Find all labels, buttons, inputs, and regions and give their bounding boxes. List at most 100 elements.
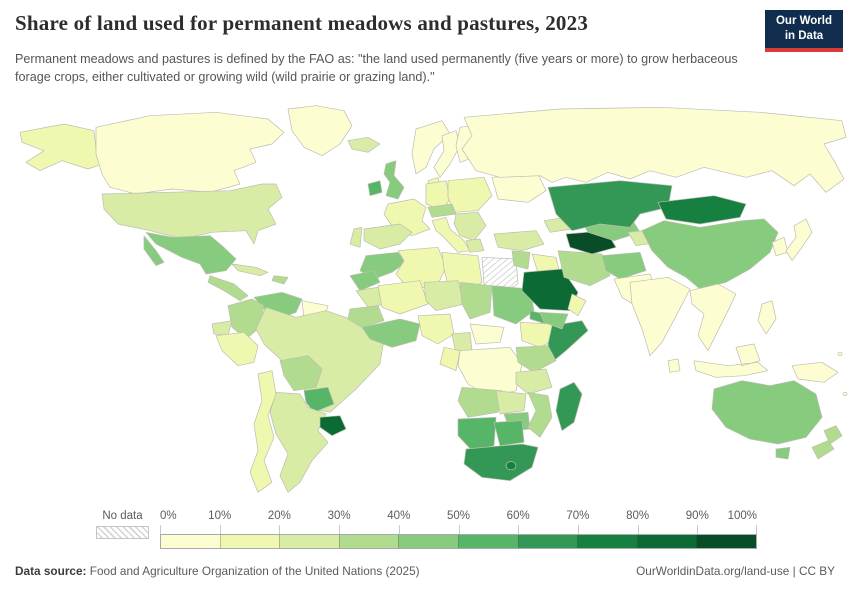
country-greenland[interactable] [288,106,352,156]
legend-bin-80-90%[interactable] [636,535,697,548]
country-australia[interactable] [712,381,822,444]
country-ireland[interactable] [368,181,382,196]
country-western-sahara[interactable] [350,271,380,291]
country-tanzania[interactable] [516,369,552,394]
country-pacific-islands[interactable] [838,352,847,395]
country-central-america[interactable] [208,276,248,301]
legend-bin-20-30%[interactable] [279,535,339,548]
country-somalia[interactable] [548,321,588,364]
legend-bin-10-20%[interactable] [219,535,280,548]
legend-ticks: 0% 10% 20% 30% 40% 50% 60% 70% 80% 90% 100% [160,510,757,526]
country-kazakhstan[interactable] [548,181,672,231]
country-cuba[interactable] [232,264,268,276]
legend-bin-30-40%[interactable] [338,535,399,548]
country-angola[interactable] [458,387,502,417]
legend-no-data: No data [96,510,149,539]
country-ecuador[interactable] [212,321,232,336]
country-madagascar[interactable] [556,382,582,430]
data-source-text: Food and Agriculture Organization of the… [86,564,420,578]
country-mozambique[interactable] [528,392,552,437]
legend-bin-40-50%[interactable] [398,535,458,548]
country-uganda-kenya[interactable] [516,346,556,373]
legend-no-data-swatch[interactable] [96,526,149,539]
legend-tick-marks [160,525,757,534]
legend-tick-label: 80% [626,510,650,522]
country-indonesia[interactable] [694,344,768,377]
country-tasmania[interactable] [776,447,790,459]
legend-tick-label: 70% [566,510,590,522]
country-namibia[interactable] [458,417,496,450]
country-chad[interactable] [460,282,492,319]
country-yemen[interactable] [540,312,568,329]
country-senegal-guinea[interactable] [348,306,384,328]
country-afghanistan[interactable] [602,252,646,279]
country-new-guinea[interactable] [792,362,838,382]
legend-tick-label: 10% [208,510,232,522]
country-india[interactable] [630,277,690,355]
country-spain[interactable] [364,224,412,249]
legend-tick-label: 30% [327,510,351,522]
country-ukraine-region[interactable] [492,174,546,202]
owid-logo-line1: Our World [775,15,832,28]
country-russia[interactable] [462,107,846,192]
country-japan[interactable] [786,219,812,261]
country-chile[interactable] [250,371,276,493]
country-norway[interactable] [412,121,450,174]
country-oman[interactable] [568,294,586,316]
legend-bin-70-80%[interactable] [577,535,637,548]
legend-color-bar [160,534,757,549]
data-source-label: Data source: [15,564,87,578]
data-source: Data source: Food and Agriculture Organi… [15,564,420,578]
country-mongolia[interactable] [658,196,746,224]
country-canada[interactable] [96,112,284,194]
country-brazil[interactable] [256,307,384,412]
country-zambia[interactable] [496,391,526,414]
country-peru[interactable] [216,332,258,365]
country-car[interactable] [470,324,504,344]
chart-subtitle: Permanent meadows and pastures is define… [15,52,738,85]
country-new-zealand[interactable] [812,426,842,459]
country-se-asia[interactable] [690,284,736,351]
country-turkey[interactable] [494,231,544,251]
country-bolivia[interactable] [280,356,322,391]
country-niger[interactable] [424,281,464,311]
country-greece[interactable] [466,239,484,252]
legend-tick-label: 60% [506,510,530,522]
country-central-europe[interactable] [448,177,492,212]
legend-bin-50-60%[interactable] [457,535,518,548]
country-lesotho[interactable] [506,462,516,470]
owid-logo: Our World in Data [765,10,843,52]
country-levant[interactable] [512,251,530,269]
country-china[interactable] [642,219,778,289]
legend-bin-0-10%[interactable] [161,535,220,548]
country-south-africa[interactable] [464,444,538,481]
legend-tick-label: 50% [446,510,471,522]
country-mali[interactable] [378,281,428,314]
map-legend: No data 0% 10% 20% 30% 40% 50% 60% 70% 80% 90% 100… [0,510,850,554]
country-argentina[interactable] [270,392,328,492]
world-map [0,104,850,504]
country-sri-lanka[interactable] [668,359,680,372]
country-paraguay[interactable] [304,387,334,412]
chart-footer: Data source: Food and Agriculture Organi… [15,564,835,578]
country-mexico[interactable] [144,232,236,274]
country-portugal[interactable] [350,227,362,247]
owid-link[interactable]: OurWorldinData.org/land-use | CC BY [636,564,835,578]
country-gabon-congo[interactable] [440,347,460,370]
legend-tick-label: 90% [685,510,709,522]
country-iceland[interactable] [348,137,380,152]
country-philippines[interactable] [758,301,776,334]
country-alaska[interactable] [20,124,108,171]
country-sweden[interactable] [434,131,460,178]
country-hispaniola[interactable] [272,276,288,284]
country-west-africa[interactable] [362,319,420,347]
legend-tick-label: 40% [387,510,411,522]
country-botswana[interactable] [494,421,524,446]
country-nigeria[interactable] [418,314,454,344]
country-usa[interactable] [102,184,282,244]
legend-bin-90-100%[interactable] [696,535,756,548]
country-uk[interactable] [384,161,404,199]
country-algeria[interactable] [396,247,446,290]
legend-bin-60-70%[interactable] [517,535,578,548]
country-uruguay[interactable] [320,416,346,436]
